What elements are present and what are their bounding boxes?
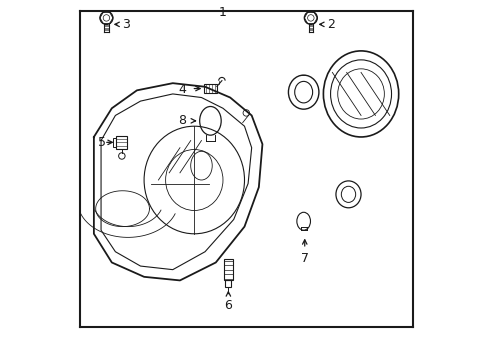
Text: 7: 7 (300, 252, 308, 265)
Text: 2: 2 (326, 18, 334, 31)
Bar (224, 259, 232, 280)
Text: 8: 8 (178, 114, 186, 127)
Text: 5: 5 (98, 136, 106, 149)
Text: 3: 3 (122, 18, 129, 31)
Bar (116, 136, 127, 149)
Bar (225, 280, 231, 287)
Text: 6: 6 (224, 299, 232, 312)
Bar (113, 138, 116, 147)
Text: 1: 1 (219, 6, 226, 19)
Text: 4: 4 (178, 83, 185, 96)
Bar (203, 84, 217, 93)
